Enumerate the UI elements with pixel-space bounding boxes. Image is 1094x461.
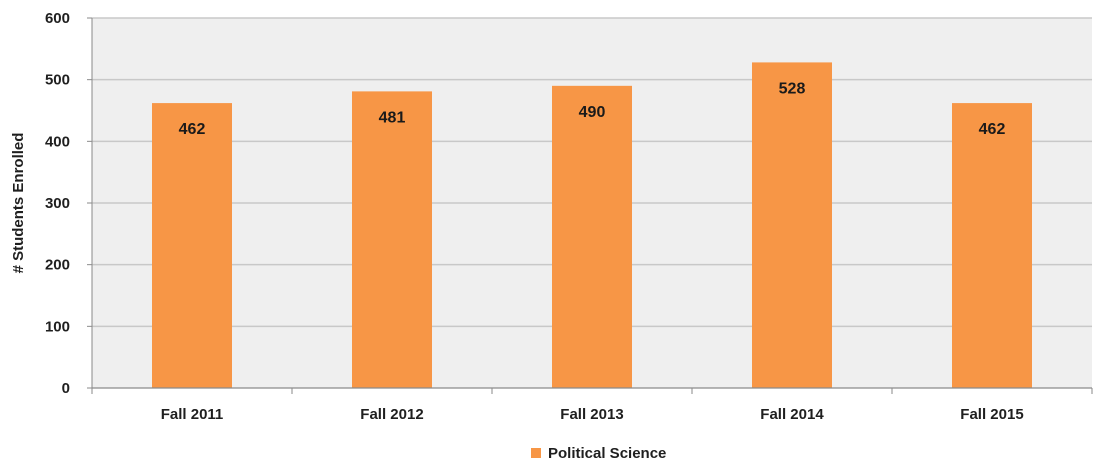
bars xyxy=(152,62,1032,389)
legend-label: Political Science xyxy=(548,445,666,461)
bar xyxy=(952,103,1032,388)
y-axis-title: # Students Enrolled xyxy=(10,133,27,274)
x-tick-label: Fall 2015 xyxy=(960,406,1023,423)
x-tick-label: Fall 2012 xyxy=(360,406,423,423)
y-tick-label: 500 xyxy=(45,72,70,89)
y-tick-label: 600 xyxy=(45,10,70,27)
y-axis-ticks: 0 100 200 300 400 500 600 xyxy=(45,10,92,397)
x-axis-ticks: Fall 2011 Fall 2012 Fall 2013 Fall 2014 Fall… xyxy=(91,388,1093,423)
data-label: 462 xyxy=(979,121,1006,138)
data-label: 528 xyxy=(779,80,806,97)
y-tick-label: 200 xyxy=(45,257,70,274)
data-label: 481 xyxy=(379,109,406,126)
x-tick-label: Fall 2014 xyxy=(760,406,824,423)
data-label: 490 xyxy=(579,104,606,121)
bar xyxy=(552,85,632,388)
x-tick-label: Fall 2013 xyxy=(560,406,623,423)
data-labels: 462 481 490 528 462 xyxy=(179,80,1006,138)
y-tick-label: 300 xyxy=(45,195,70,212)
data-label: 462 xyxy=(179,121,206,138)
bar xyxy=(352,91,432,388)
y-tick-label: 400 xyxy=(45,133,70,150)
bar xyxy=(152,103,232,388)
x-tick-label: Fall 2011 xyxy=(161,406,224,423)
y-tick-label: 0 xyxy=(62,380,70,397)
legend-swatch xyxy=(531,448,541,458)
bar xyxy=(752,62,832,389)
y-tick-label: 100 xyxy=(45,318,70,335)
legend: Political Science xyxy=(531,445,666,461)
